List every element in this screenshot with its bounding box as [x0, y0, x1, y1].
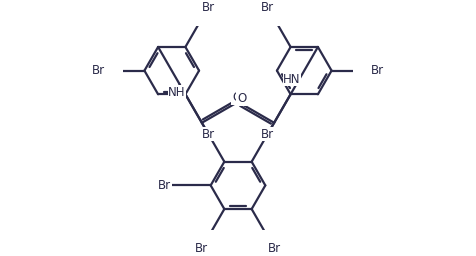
- Text: NH: NH: [168, 86, 186, 99]
- Text: Br: Br: [195, 242, 208, 255]
- Text: O: O: [232, 91, 241, 104]
- Text: Br: Br: [92, 64, 105, 77]
- Text: Br: Br: [202, 1, 215, 14]
- Text: Br: Br: [158, 179, 171, 192]
- Text: Br: Br: [202, 127, 215, 141]
- Text: Br: Br: [261, 1, 274, 14]
- Text: O: O: [237, 92, 246, 105]
- Text: Br: Br: [261, 127, 274, 141]
- Text: Br: Br: [371, 64, 384, 77]
- Text: Br: Br: [268, 242, 281, 255]
- Text: HN: HN: [283, 73, 301, 86]
